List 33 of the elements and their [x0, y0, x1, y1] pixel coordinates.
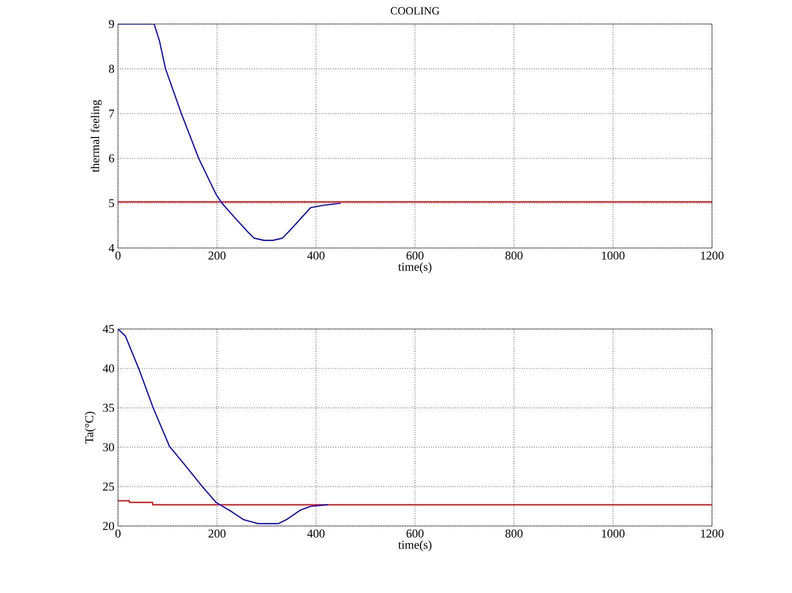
x-tick-label: 600 [406, 530, 424, 538]
y-tick-label: 8 [108, 64, 114, 73]
line-series [118, 328, 328, 524]
line-series [118, 24, 342, 241]
y-tick-label: 5 [109, 199, 114, 208]
x-tick-label: 600 [406, 252, 424, 260]
x-tick-label: 800 [505, 530, 523, 538]
x-tick-label: 400 [307, 530, 325, 538]
y-tick-label: 30 [103, 443, 114, 452]
x-tick-label: 0 [115, 252, 121, 260]
x-tick-label: 200 [208, 252, 226, 260]
x-axis-title: time(s) [398, 540, 432, 552]
y-tick-label: 45 [102, 325, 114, 333]
x-tick-label: 400 [307, 252, 325, 260]
y-tick-label: 35 [103, 404, 114, 412]
y-tick-label: 9 [108, 20, 114, 28]
y-tick-label: 25 [103, 482, 114, 491]
x-tick-label: 1000 [602, 252, 624, 260]
chart-title: COOLING [390, 7, 440, 15]
x-tick-label: 0 [115, 530, 121, 538]
y-tick-label: 6 [109, 154, 114, 162]
x-tick-label: 1000 [602, 530, 624, 538]
x-tick-label: 1200 [701, 530, 724, 538]
x-tick-label: 800 [505, 252, 523, 260]
y-axis-title: thermal feeling [90, 100, 102, 172]
y-tick-label: 7 [109, 110, 114, 118]
x-tick-label: 1200 [701, 252, 724, 260]
y-tick-label: 40 [102, 364, 114, 372]
y-tick-label: 20 [103, 522, 114, 530]
x-axis-title: time(s) [398, 262, 432, 274]
x-tick-label: 200 [208, 530, 226, 538]
y-tick-label: 4 [108, 244, 114, 252]
y-axis-title: Ta(°C) [84, 412, 96, 444]
